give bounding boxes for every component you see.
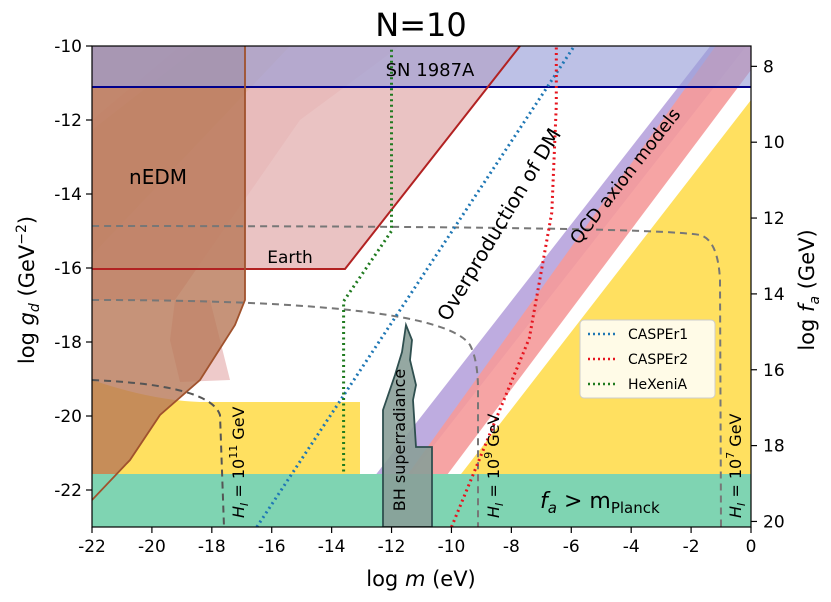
label-hi-11: HI = 1011 GeV [227,406,251,518]
y2-tick-label: 14 [763,285,785,305]
label-hi-7: HI = 107 GeV [724,413,748,518]
earth-boundary [92,46,521,270]
svg-text:HI = 109 GeV: HI = 109 GeV [482,413,506,518]
y2-axis-label: log fa (GeV) [795,229,823,350]
x-axis-label: log m (eV) [366,567,476,591]
legend: CASPEr1 CASPEr2 HeXeniA [579,319,716,399]
x-tick-label: -16 [258,537,286,557]
y-tick-label: -16 [54,259,82,279]
label-sn1987a: SN 1987A [386,60,475,81]
y2-axis-ticks: 8 10 12 14 16 18 20 [751,57,785,532]
svg-text:HI = 107 GeV: HI = 107 GeV [724,413,748,518]
x-tick-label: -22 [78,537,106,557]
y2-tick-label: 18 [763,437,785,457]
x-tick-label: -14 [318,537,346,557]
legend-box [579,319,716,399]
y-axis-label: log gd (GeV−2) [14,216,43,364]
x-tick-label: -12 [378,537,406,557]
y-axis-ticks: -22 -20 -18 -16 -14 -12 -10 [54,37,92,501]
x-tick-label: -18 [198,537,226,557]
y-tick-label: -22 [54,481,82,501]
y2-tick-label: 20 [763,512,785,532]
y-tick-label: -14 [54,185,82,205]
series-casper1 [255,46,576,527]
y2-tick-label: 16 [763,361,785,381]
nedm-boundary [92,46,246,501]
series-hexenia [342,46,393,472]
legend-label-caspear1: CASPEr1 [628,327,688,343]
region-qcd-axion [370,46,751,527]
x-tick-label: -20 [138,537,166,557]
dashed-curve-hi-9 [92,299,479,527]
label-earth: Earth [267,248,313,268]
series-casper2 [450,46,558,527]
y2-tick-label: 10 [763,133,785,153]
y2-tick-label: 8 [763,57,774,77]
y2-tick-label: 12 [763,209,785,229]
x-tick-label: -6 [563,537,580,557]
y-tick-label: -18 [54,333,82,353]
label-hi-9: HI = 109 GeV [482,413,506,518]
x-axis-ticks: -22 -20 -18 -16 -14 -12 -10 -8 -6 -4 -2 0 [78,527,756,557]
region-nedm [92,46,245,500]
dashed-curve-hi-11 [92,379,225,527]
series-layer [255,46,576,527]
x-tick-label: -8 [503,537,520,557]
region-sn1987a [92,46,751,87]
x-tick-label: -2 [683,537,700,557]
y-tick-label: -10 [54,37,82,57]
y-tick-label: -12 [54,111,82,131]
region-bh-superradiance [382,321,433,527]
label-nedm: nEDM [129,165,187,189]
label-bh-superradiance: BH superradiance [390,369,409,511]
region-overproduction-right [420,46,751,527]
legend-label-hexenia: HeXeniA [628,377,687,393]
legend-label-caspear2: CASPEr2 [628,352,688,368]
label-planck: fa > mPlanck [540,489,660,517]
y-tick-label: -20 [54,407,82,427]
dashed-curve-hi-7 [92,225,722,527]
chart-title: N=10 [375,6,466,44]
x-tick-label: -10 [438,537,466,557]
plot-frame [91,45,752,528]
x-tick-label: -4 [623,537,640,557]
x-tick-label: 0 [746,537,757,557]
svg-text:HI = 1011 GeV: HI = 1011 GeV [227,406,251,518]
